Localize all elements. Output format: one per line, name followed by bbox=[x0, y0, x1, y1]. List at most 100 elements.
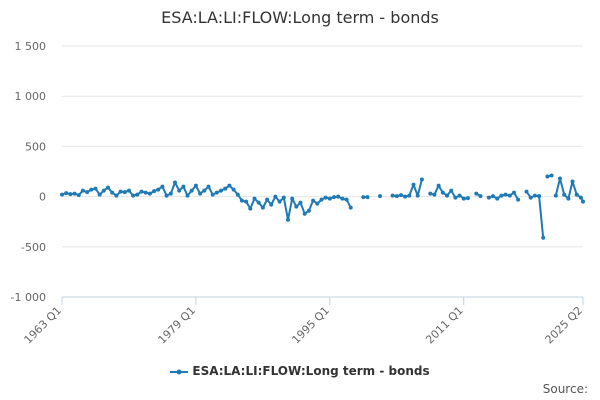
data-point bbox=[227, 183, 232, 188]
data-point bbox=[566, 196, 571, 201]
data-point bbox=[524, 189, 529, 194]
data-point bbox=[286, 217, 290, 222]
data-point bbox=[378, 194, 382, 199]
data-point bbox=[231, 187, 236, 192]
data-point bbox=[60, 192, 64, 197]
data-point bbox=[298, 200, 303, 205]
data-point bbox=[319, 197, 324, 202]
data-point bbox=[516, 197, 521, 202]
data-point bbox=[93, 186, 98, 191]
data-point bbox=[532, 193, 537, 198]
data-point bbox=[198, 191, 203, 196]
data-point bbox=[461, 196, 466, 201]
data-point bbox=[206, 184, 211, 189]
data-point bbox=[281, 195, 286, 200]
data-point bbox=[122, 190, 127, 195]
data-point bbox=[239, 198, 244, 203]
data-point bbox=[436, 183, 441, 188]
data-point bbox=[323, 195, 328, 200]
data-point bbox=[101, 188, 106, 193]
data-point bbox=[168, 191, 173, 196]
x-tick-label: 1979 Q1 bbox=[155, 304, 198, 347]
data-point bbox=[202, 188, 207, 193]
data-point bbox=[214, 190, 219, 195]
data-point bbox=[315, 201, 320, 206]
data-point bbox=[219, 188, 223, 193]
data-point bbox=[269, 202, 274, 207]
data-point bbox=[457, 193, 462, 198]
data-point bbox=[193, 183, 198, 188]
data-point bbox=[411, 182, 416, 187]
y-tick-label: 1 000 bbox=[15, 90, 47, 103]
data-point bbox=[85, 190, 90, 195]
data-point bbox=[260, 205, 265, 210]
data-point bbox=[558, 176, 562, 181]
data-point bbox=[512, 190, 516, 195]
x-tick-label: 2025 Q2 bbox=[543, 304, 586, 347]
data-point bbox=[80, 188, 85, 193]
data-point bbox=[143, 190, 148, 195]
data-point bbox=[419, 177, 424, 182]
data-point bbox=[528, 195, 533, 200]
series-line bbox=[430, 184, 469, 200]
data-point bbox=[118, 189, 123, 194]
data-point bbox=[256, 200, 261, 205]
data-point bbox=[294, 204, 299, 209]
y-tick-label: 0 bbox=[39, 191, 46, 204]
data-point bbox=[578, 195, 583, 200]
data-point bbox=[64, 191, 69, 196]
data-point bbox=[486, 195, 491, 200]
data-point bbox=[399, 193, 403, 198]
data-point bbox=[332, 195, 336, 200]
data-point bbox=[495, 196, 500, 201]
data-point bbox=[365, 195, 370, 200]
data-point bbox=[244, 199, 249, 204]
data-point bbox=[131, 193, 136, 198]
data-point bbox=[76, 193, 81, 198]
data-point bbox=[290, 196, 295, 201]
data-point bbox=[507, 193, 512, 198]
data-point bbox=[445, 193, 449, 198]
data-point bbox=[562, 192, 567, 197]
data-point bbox=[344, 197, 349, 202]
data-point bbox=[72, 191, 77, 196]
data-point bbox=[415, 193, 420, 198]
x-tick-label: 1995 Q1 bbox=[289, 304, 332, 347]
x-tick-label: 1963 Q1 bbox=[22, 304, 65, 347]
data-point bbox=[306, 208, 311, 213]
data-point bbox=[252, 196, 257, 201]
data-point bbox=[390, 193, 395, 198]
data-point bbox=[449, 188, 454, 193]
data-point bbox=[428, 191, 433, 196]
data-point bbox=[210, 192, 215, 197]
chart-legend[interactable]: ESA:LA:LI:FLOW:Long term - bonds bbox=[0, 364, 600, 378]
data-point bbox=[189, 188, 194, 193]
y-tick-label: -500 bbox=[21, 241, 46, 254]
data-point bbox=[181, 184, 186, 189]
data-point bbox=[545, 174, 550, 179]
y-tick-label: 500 bbox=[25, 140, 46, 153]
y-tick-label: -1 000 bbox=[11, 291, 46, 304]
data-point bbox=[160, 184, 165, 189]
data-point bbox=[348, 205, 353, 210]
chart-title: ESA:LA:LI:FLOW:Long term - bonds bbox=[161, 8, 439, 27]
data-point bbox=[248, 206, 253, 211]
data-point bbox=[574, 192, 579, 197]
data-point bbox=[403, 194, 408, 199]
data-point bbox=[68, 192, 73, 197]
data-point bbox=[440, 190, 445, 195]
data-point bbox=[311, 198, 316, 203]
data-point bbox=[336, 194, 341, 199]
data-point bbox=[265, 197, 270, 202]
data-point bbox=[453, 195, 458, 200]
data-point bbox=[185, 193, 190, 198]
data-point bbox=[89, 187, 94, 192]
legend-label: ESA:LA:LI:FLOW:Long term - bonds bbox=[192, 364, 430, 378]
data-point bbox=[474, 191, 479, 196]
data-point bbox=[302, 211, 307, 216]
data-point bbox=[110, 190, 115, 195]
data-point bbox=[173, 180, 177, 185]
data-point bbox=[177, 188, 182, 193]
data-point bbox=[235, 192, 240, 197]
